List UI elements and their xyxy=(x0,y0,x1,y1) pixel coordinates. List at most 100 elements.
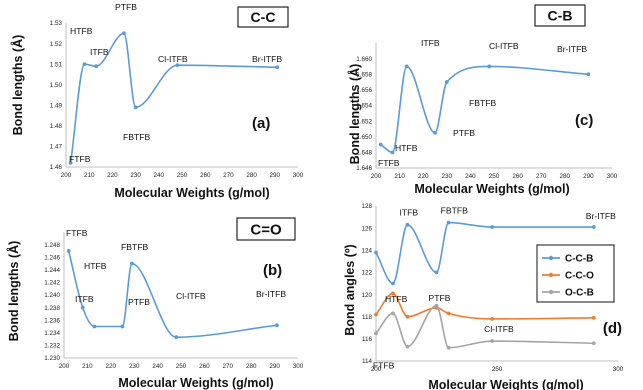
data-point xyxy=(404,64,409,69)
x-tick-label: 220 xyxy=(107,172,118,179)
x-tick-label: 280 xyxy=(246,363,257,370)
point-label: FBTFB xyxy=(441,205,468,215)
x-tick-label: 210 xyxy=(394,173,405,180)
point-label: Cl-ITFB xyxy=(489,41,519,51)
point-label: Br-ITFB xyxy=(256,289,286,299)
bond-type-box xyxy=(534,4,586,27)
point-label: Cl-ITFB xyxy=(484,324,514,334)
bond-type-title: C-C xyxy=(251,9,276,25)
x-tick-label: 280 xyxy=(560,173,571,180)
x-tick-label: 290 xyxy=(270,172,281,179)
y-tick-label: 1.234 xyxy=(44,330,60,337)
y-tick-label: 1.236 xyxy=(44,317,60,324)
x-tick-label: 240 xyxy=(152,363,163,370)
y-tick-label: 1.648 xyxy=(356,150,372,157)
y-tick-label: 1.654 xyxy=(356,103,372,110)
point-label: ITFB xyxy=(399,208,418,218)
data-point xyxy=(405,222,410,227)
x-tick-label: 200 xyxy=(61,172,72,179)
data-point xyxy=(591,225,596,229)
data-point xyxy=(405,344,410,349)
y-tick-label: 1.650 xyxy=(356,134,372,141)
data-point xyxy=(82,62,87,67)
data-point xyxy=(374,250,378,255)
data-point xyxy=(275,65,280,70)
point-label: PTFB xyxy=(115,2,137,12)
point-label: FTFB xyxy=(378,158,400,168)
x-tick-label: 200 xyxy=(371,173,382,180)
x-tick-label: 260 xyxy=(512,173,523,180)
data-point xyxy=(434,270,439,275)
y-tick-label: 1.652 xyxy=(356,118,372,125)
point-label: PTFB xyxy=(453,128,475,138)
data-point xyxy=(133,105,138,110)
y-tick-label: 116 xyxy=(362,336,373,343)
y-tick-label: 1.48 xyxy=(50,123,63,130)
x-tick-label: 240 xyxy=(154,172,165,179)
point-label: Cl-ITFB xyxy=(176,291,206,301)
data-point xyxy=(374,331,378,336)
point-label: FBTFB xyxy=(121,242,148,252)
point-label: PTFB xyxy=(429,293,451,303)
y-tick-label: 1.246 xyxy=(44,254,60,261)
data-point xyxy=(433,130,437,135)
x-tick-label: 230 xyxy=(129,363,140,370)
data-point xyxy=(66,249,71,253)
data-point xyxy=(390,150,395,155)
data-point xyxy=(490,339,495,343)
point-label: HTFB xyxy=(395,143,418,153)
data-point xyxy=(94,64,99,69)
data-point xyxy=(92,324,97,329)
x-tick-label: 250 xyxy=(176,363,187,370)
y-tick-label: 1.53 xyxy=(50,20,63,27)
point-label: FBTFB xyxy=(123,132,150,142)
x-axis-title: Molecular Weights (g/mol) xyxy=(114,186,269,200)
y-tick-label: 128 xyxy=(361,203,372,210)
point-label: HTFB xyxy=(70,26,93,36)
legend-entry: C-C-O xyxy=(565,271,594,282)
y-axis-title: Bond lengths (Å) xyxy=(347,64,362,165)
x-tick-label: 220 xyxy=(106,363,117,370)
y-axis-title: Bond lengths (Å) xyxy=(6,241,21,342)
x-tick-label: 300 xyxy=(613,366,624,373)
x-tick-label: 230 xyxy=(130,172,141,179)
x-tick-label: 290 xyxy=(583,173,594,180)
x-tick-label: 260 xyxy=(199,363,210,370)
panel-label: (d) xyxy=(603,320,622,337)
legend-marker xyxy=(548,289,554,295)
x-tick-label: 300 xyxy=(607,173,618,180)
y-tick-label: 1.47 xyxy=(50,144,63,151)
x-tick-label: 230 xyxy=(442,173,453,180)
y-tick-label: 122 xyxy=(361,270,372,277)
data-point xyxy=(120,324,125,329)
x-tick-label: 240 xyxy=(465,173,476,180)
chart-panel-3: 200 210 220 230 240 250 260 270 280 290 300 1.646 1.… xyxy=(347,4,618,196)
y-tick-label: 1.230 xyxy=(44,355,60,362)
y-tick-label: 1.49 xyxy=(50,102,63,109)
y-tick-label: 118 xyxy=(362,314,373,321)
panel-label: (a) xyxy=(252,115,270,132)
point-label: FTFB xyxy=(66,228,88,238)
bond-type-title: C=O xyxy=(250,221,282,238)
data-point xyxy=(374,312,378,317)
point-label: Br-ITFB xyxy=(557,44,587,54)
data-point xyxy=(129,261,134,266)
data-point xyxy=(80,305,85,310)
legend-marker xyxy=(548,272,554,278)
x-tick-label: 260 xyxy=(200,172,211,179)
y-tick-label: 1.242 xyxy=(44,280,60,287)
y-tick-label: 1.232 xyxy=(44,343,60,350)
x-tick-label: 280 xyxy=(246,172,257,179)
bond-type-box xyxy=(236,217,296,241)
y-tick-label: 1.51 xyxy=(50,61,63,68)
x-axis-title: Molecular Weights (g/mol) xyxy=(414,182,569,196)
x-tick-label: 200 xyxy=(371,366,382,373)
x-tick-label: 210 xyxy=(84,172,95,179)
y-tick-label: 1.240 xyxy=(44,292,60,299)
x-tick-label: 300 xyxy=(293,363,304,370)
legend: C-C-B C-C-O O-C-B xyxy=(536,244,615,303)
data-point xyxy=(586,72,591,77)
bond-type-title: C-B xyxy=(548,8,573,24)
data-point xyxy=(444,80,449,84)
